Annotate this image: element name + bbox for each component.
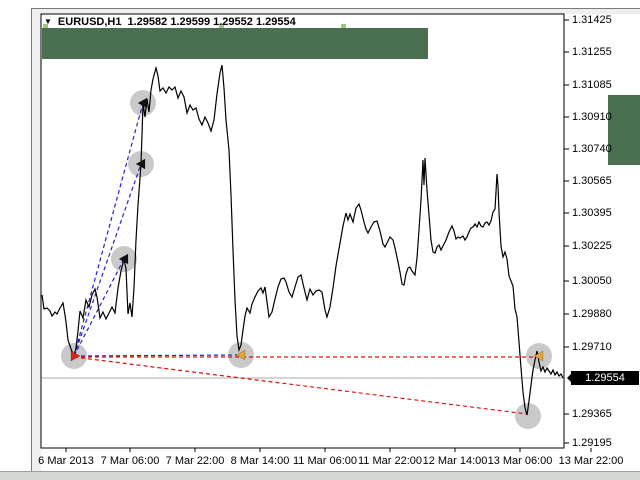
price-axis-label: 1.30910 bbox=[572, 111, 612, 123]
arrow-left-icon[interactable] bbox=[235, 349, 246, 361]
selection-handle[interactable] bbox=[219, 24, 224, 28]
selection-handle[interactable] bbox=[43, 24, 48, 28]
price-axis-label: 1.31085 bbox=[572, 79, 612, 91]
time-axis-label: 6 Mar 2013 bbox=[38, 455, 94, 467]
time-axis-label: 8 Mar 14:00 bbox=[230, 455, 290, 467]
signal-marker-circle[interactable] bbox=[515, 403, 541, 429]
time-axis-label: 13 Mar 22:00 bbox=[558, 455, 624, 467]
time-axis-label: 7 Mar 06:00 bbox=[100, 455, 160, 467]
time-axis-label: 11 Mar 06:00 bbox=[292, 455, 357, 467]
price-axis-label: 1.30740 bbox=[572, 143, 612, 155]
price-axis-label: 1.30395 bbox=[572, 207, 612, 219]
price-axis-label: 1.30565 bbox=[572, 175, 612, 187]
time-axis-label: 7 Mar 22:00 bbox=[165, 455, 225, 467]
price-axis-label: 1.30225 bbox=[572, 240, 612, 252]
arrow-right-icon[interactable] bbox=[70, 350, 81, 362]
arrow-left-icon[interactable] bbox=[118, 253, 129, 265]
price-axis-label: 1.29880 bbox=[572, 308, 612, 320]
price-axis-label: 1.31425 bbox=[572, 14, 612, 26]
price-axis-label: 1.31255 bbox=[572, 46, 612, 58]
arrow-left-icon[interactable] bbox=[135, 158, 146, 170]
chart-header: ▼ EURUSD,H1 1.29582 1.29599 1.29552 1.29… bbox=[44, 15, 296, 28]
time-axis-label: 13 Mar 06:00 bbox=[487, 455, 553, 467]
price-series-line bbox=[41, 64, 564, 416]
time-axis-label: 11 Mar 22:00 bbox=[357, 455, 422, 467]
price-axis-label: 1.29195 bbox=[572, 437, 612, 449]
window-frame-top bbox=[31, 8, 640, 9]
overlay-rectangle[interactable] bbox=[42, 28, 428, 59]
price-axis-label: 1.30050 bbox=[572, 275, 612, 287]
window-frame-fill-left bbox=[32, 9, 41, 472]
arrow-left-icon[interactable] bbox=[137, 97, 148, 109]
current-price-tag: 1.29554 bbox=[567, 371, 639, 385]
trend-line[interactable] bbox=[73, 356, 528, 415]
plot-border bbox=[40, 13, 565, 449]
time-axis-label: 12 Mar 14:00 bbox=[422, 455, 488, 467]
arrow-left-icon[interactable] bbox=[533, 350, 544, 362]
price-axis-label: 1.29365 bbox=[572, 408, 612, 420]
price-axis-label: 1.29710 bbox=[572, 341, 612, 353]
overlay-rectangle[interactable] bbox=[608, 95, 640, 165]
trend-line[interactable] bbox=[73, 163, 142, 357]
window-frame-fill-top bbox=[32, 9, 640, 14]
chart-symbol-timeframe: EURUSD,H1 bbox=[57, 15, 122, 28]
trend-line[interactable] bbox=[73, 102, 144, 357]
plot-background[interactable] bbox=[41, 14, 564, 448]
window-frame-left bbox=[31, 8, 32, 472]
selection-handle[interactable] bbox=[341, 24, 346, 28]
chart-ohlc-values: 1.29582 1.29599 1.29552 1.29554 bbox=[127, 15, 296, 28]
window-bottom-strip bbox=[0, 471, 640, 480]
chart-dropdown-icon[interactable]: ▼ bbox=[44, 16, 52, 26]
